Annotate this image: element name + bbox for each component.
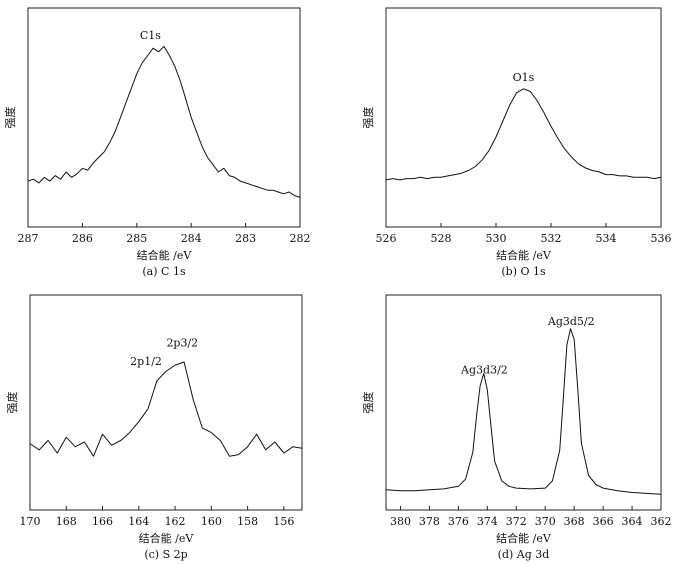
x-tick-label: 368 — [564, 515, 585, 528]
plot-frame — [29, 294, 303, 511]
x-tick-label: 285 — [126, 232, 147, 245]
panel-c: 170 168 166 164 162 160 158 156 结合能 /eV (c) S 2p 强… — [5, 294, 303, 561]
x-tick-label: 536 — [651, 232, 672, 245]
panel-caption: (d) Ag 3d — [498, 548, 550, 561]
x-tick-label: 378 — [419, 515, 440, 528]
x-tick-label: 156 — [273, 515, 294, 528]
panel-a: 287 286 285 284 283 282 结合能 /eV (a) C 1s 强度 C1s — [3, 7, 311, 278]
x-tick-label: 372 — [506, 515, 527, 528]
x-tick-label: 284 — [181, 232, 202, 245]
x-tick-label: 164 — [128, 515, 149, 528]
x-tick-label: 162 — [165, 515, 186, 528]
peak-label: 2p3/2 — [166, 336, 198, 349]
panel-caption: (b) O 1s — [501, 265, 546, 278]
panel-b: 526 528 530 532 534 536 结合能 /eV (b) O 1s 强度 O1s — [361, 7, 672, 278]
y-axis-title: 强度 — [361, 107, 375, 129]
panel-caption: (c) S 2p — [144, 548, 187, 561]
panel-caption: (a) C 1s — [142, 265, 186, 278]
x-axis-title: 结合能 /eV — [137, 248, 193, 262]
series-line-b — [385, 88, 662, 181]
x-tick-label: 526 — [376, 232, 397, 245]
x-tick-label: 160 — [201, 515, 222, 528]
x-tick-label: 528 — [431, 232, 452, 245]
x-tick-label: 282 — [290, 232, 311, 245]
x-tick-label: 170 — [20, 515, 41, 528]
peak-label: 2p1/2 — [130, 355, 162, 368]
panel-d: 380 378 376 374 372 370 368 366 364 362 结合能 /eV (d)… — [361, 294, 672, 561]
x-tick-label: 158 — [237, 515, 258, 528]
x-tick-label: 366 — [593, 515, 614, 528]
x-axis-title: 结合能 /eV — [496, 248, 552, 262]
x-axis-title: 结合能 /eV — [496, 531, 552, 545]
x-tick-label: 370 — [535, 515, 556, 528]
x-tick-label: 364 — [622, 515, 643, 528]
x-tick-label: 287 — [18, 232, 39, 245]
peak-label: O1s — [513, 71, 535, 84]
plot-frame — [385, 294, 662, 511]
x-axis-title: 结合能 /eV — [139, 531, 195, 545]
x-tick-label: 376 — [448, 515, 469, 528]
series-line-c — [29, 361, 303, 457]
x-tick-label: 374 — [477, 515, 498, 528]
series-line-d — [385, 328, 662, 495]
x-tick-label: 283 — [235, 232, 256, 245]
peak-label: Ag3d5/2 — [547, 315, 595, 328]
x-tick-label: 362 — [651, 515, 672, 528]
x-tick-label: 380 — [390, 515, 411, 528]
y-axis-title: 强度 — [5, 392, 19, 414]
series-line-a — [27, 45, 301, 198]
x-tick-label: 530 — [486, 232, 507, 245]
x-tick-label: 166 — [92, 515, 113, 528]
plot-frame — [385, 7, 662, 228]
y-axis-title: 强度 — [3, 107, 17, 129]
x-tick-label: 286 — [72, 232, 93, 245]
x-tick-label: 534 — [596, 232, 617, 245]
plot-frame — [27, 7, 301, 228]
x-tick-label: 532 — [541, 232, 562, 245]
peak-label: C1s — [140, 29, 161, 42]
peak-label: Ag3d3/2 — [460, 363, 508, 376]
x-tick-label: 168 — [56, 515, 77, 528]
y-axis-title: 强度 — [361, 392, 375, 414]
